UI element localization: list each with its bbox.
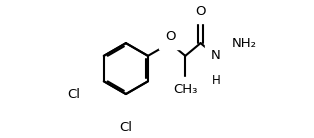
Text: N: N bbox=[211, 49, 221, 62]
Text: Cl: Cl bbox=[119, 121, 133, 134]
Text: H: H bbox=[211, 74, 220, 87]
Text: CH₃: CH₃ bbox=[173, 83, 198, 96]
Text: NH₂: NH₂ bbox=[232, 37, 257, 50]
Text: O: O bbox=[165, 30, 175, 43]
Text: O: O bbox=[195, 5, 206, 18]
Text: Cl: Cl bbox=[67, 87, 80, 101]
